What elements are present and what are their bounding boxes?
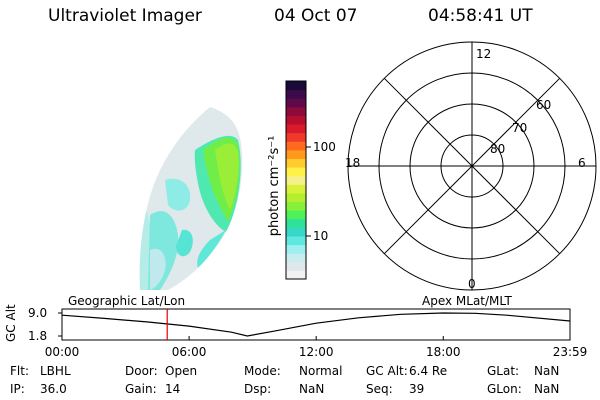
xtick-label: 12:00 <box>298 345 334 359</box>
footer-value: NaN <box>534 382 560 396</box>
colorbar-swatch <box>286 175 306 185</box>
colorbar-swatch <box>286 227 306 237</box>
footer-value: NaN <box>299 382 325 396</box>
time-label: 04:58:41 UT <box>428 6 533 26</box>
polar-grid <box>347 41 597 291</box>
altitude-panel-frame <box>61 308 571 341</box>
colorbar-swatch <box>286 132 306 142</box>
colorbar-swatch <box>286 158 306 168</box>
footer-label: Gain: <box>125 382 157 396</box>
instrument-title: Ultraviolet Imager <box>48 6 202 26</box>
lat-label-80: 80 <box>490 142 506 156</box>
mlt-label-12: 12 <box>476 47 492 61</box>
footer-label: GLon: <box>487 382 522 396</box>
colorbar-swatch <box>286 253 306 263</box>
footer-value: 36.0 <box>40 382 67 396</box>
footer-value: NaN <box>534 364 560 378</box>
colorbar-swatch <box>286 167 306 177</box>
xtick-label: 18:00 <box>425 345 461 359</box>
colorbar-swatch <box>286 149 306 159</box>
colorbar-swatch <box>286 270 306 280</box>
colorbar-swatch <box>286 106 306 116</box>
lat-label-70: 70 <box>512 121 528 135</box>
colorbar-swatch <box>286 81 306 91</box>
footer-label: GLat: <box>487 364 520 378</box>
mlt-label-6: 6 <box>578 156 586 170</box>
colorbar-swatch <box>286 184 306 194</box>
colorbar-swatch <box>286 192 306 203</box>
xtick-label: 00:00 <box>44 345 80 359</box>
mlt-label-0: 0 <box>468 277 476 291</box>
footer-value: 6.4 Re <box>409 364 448 378</box>
colorbar-label-10: 10 <box>313 229 329 243</box>
footer-label: Seq: <box>366 382 393 396</box>
altitude-line <box>61 312 571 337</box>
footer-label: Door: <box>125 364 158 378</box>
panel-right-title: Apex MLat/MLT <box>422 294 512 308</box>
footer-label: GC Alt: <box>366 364 408 378</box>
colorbar-swatch <box>286 98 306 108</box>
footer-value: Open <box>165 364 198 378</box>
colorbar-swatch <box>286 244 306 254</box>
footer-value: 39 <box>409 382 425 396</box>
colorbar-swatch <box>286 210 306 220</box>
panel-ylabel: GC Alt <box>4 304 18 342</box>
footer-label: Dsp: <box>244 382 272 396</box>
colorbar <box>286 81 306 280</box>
colorbar-swatch <box>286 261 306 271</box>
x-ticks <box>61 336 571 340</box>
footer-value: LBHL <box>40 364 71 378</box>
colorbar-swatch <box>286 124 306 134</box>
mlt-label-18: 18 <box>345 156 361 170</box>
footer-value: Normal <box>299 364 343 378</box>
date-label: 04 Oct 07 <box>274 6 358 26</box>
panel-ytick-top-label: 9.0 <box>28 306 48 320</box>
footer-label: Mode: <box>244 364 281 378</box>
colorbar-swatch <box>286 201 306 211</box>
aurora-image <box>139 107 243 290</box>
colorbar-label: photon cm⁻²s⁻¹ <box>267 135 282 237</box>
footer-label: IP: <box>10 382 25 396</box>
colorbar-swatch <box>286 115 306 125</box>
colorbar-swatch <box>286 89 306 99</box>
lat-label-60: 60 <box>536 98 552 112</box>
colorbar-swatch <box>286 235 306 246</box>
polar-diagonal-2 <box>383 77 561 255</box>
colorbar-label-100: 100 <box>313 140 336 154</box>
panel-left-title: Geographic Lat/Lon <box>68 294 186 308</box>
colorbar-swatch <box>286 218 306 228</box>
footer-value: 14 <box>165 382 181 396</box>
footer-label: Flt: <box>10 364 29 378</box>
xtick-label: 06:00 <box>171 345 207 359</box>
colorbar-frame <box>285 80 307 280</box>
panel-ytick-bottom-label: 1.8 <box>28 329 48 343</box>
colorbar-swatch <box>286 141 306 151</box>
xtick-label: 23:59 <box>552 345 588 359</box>
